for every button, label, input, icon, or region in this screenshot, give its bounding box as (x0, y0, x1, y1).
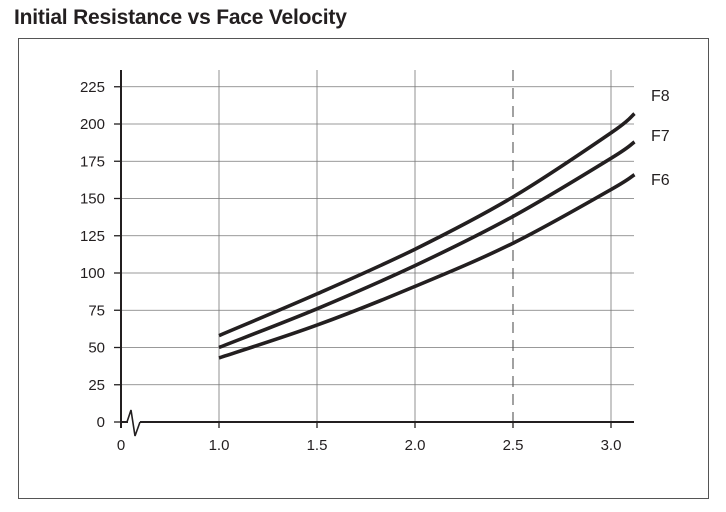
chart-frame (18, 38, 709, 499)
labels: 0 25 50 75 100 125 150 175 200 225 1.0 1.5 2.0 2.5 3.0… (80, 79, 670, 454)
x-tick-label: 2.0 (405, 437, 426, 454)
y-tick-label: 0 (97, 414, 105, 431)
y-tick-label: 200 (80, 116, 105, 133)
chart-title: Initial Resistance vs Face Velocity (14, 6, 347, 29)
series-label-f7: F7 (651, 128, 670, 145)
y-tick-label: 25 (88, 377, 105, 394)
x-tick-label: 3.0 (601, 437, 622, 454)
x-tick-label: 1.5 (307, 437, 328, 454)
x-origin-label: 0 (117, 437, 125, 454)
x-tick-label: 2.5 (503, 437, 524, 454)
y-tick-label: 175 (80, 153, 105, 170)
x-tick-label: 1.0 (209, 437, 230, 454)
y-tick-label: 100 (80, 265, 105, 282)
series-line-f8 (218, 112, 636, 338)
series-label-f8: F8 (651, 88, 670, 105)
series-line-f7 (218, 140, 636, 350)
y-tick-label: 75 (88, 302, 105, 319)
y-tick-label: 225 (80, 79, 105, 96)
axes (114, 70, 634, 437)
series-line-f6 (218, 173, 636, 360)
series (218, 112, 636, 360)
axis-break-icon (126, 409, 141, 437)
y-tick-label: 150 (80, 191, 105, 208)
y-tick-label: 50 (88, 340, 105, 357)
y-tick-label: 125 (80, 228, 105, 245)
series-label-f6: F6 (651, 172, 670, 189)
grid (121, 70, 634, 422)
